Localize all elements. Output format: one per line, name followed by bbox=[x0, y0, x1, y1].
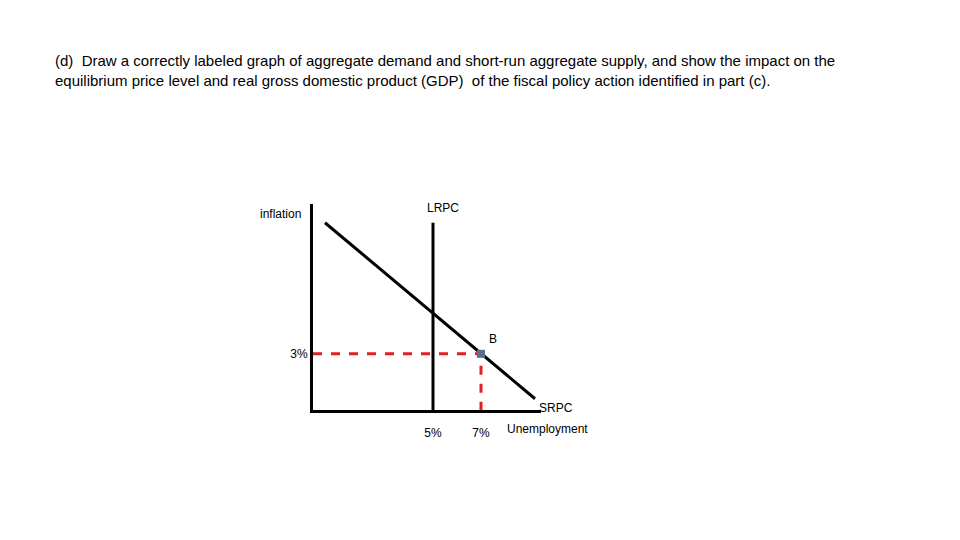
svg-text:LRPC: LRPC bbox=[427, 201, 459, 215]
svg-text:3%: 3% bbox=[290, 347, 308, 361]
svg-text:(d) Draw a correctly labeled: (d) Draw a correctly labeled graph of ag… bbox=[55, 52, 835, 89]
svg-text:5%: 5% bbox=[424, 426, 442, 440]
svg-text:SRPC: SRPC bbox=[539, 401, 573, 415]
svg-text:7%: 7% bbox=[472, 426, 490, 440]
svg-text:Unemployment: Unemployment bbox=[507, 422, 588, 436]
svg-text:inflation: inflation bbox=[260, 207, 301, 221]
svg-text:B: B bbox=[489, 332, 497, 346]
